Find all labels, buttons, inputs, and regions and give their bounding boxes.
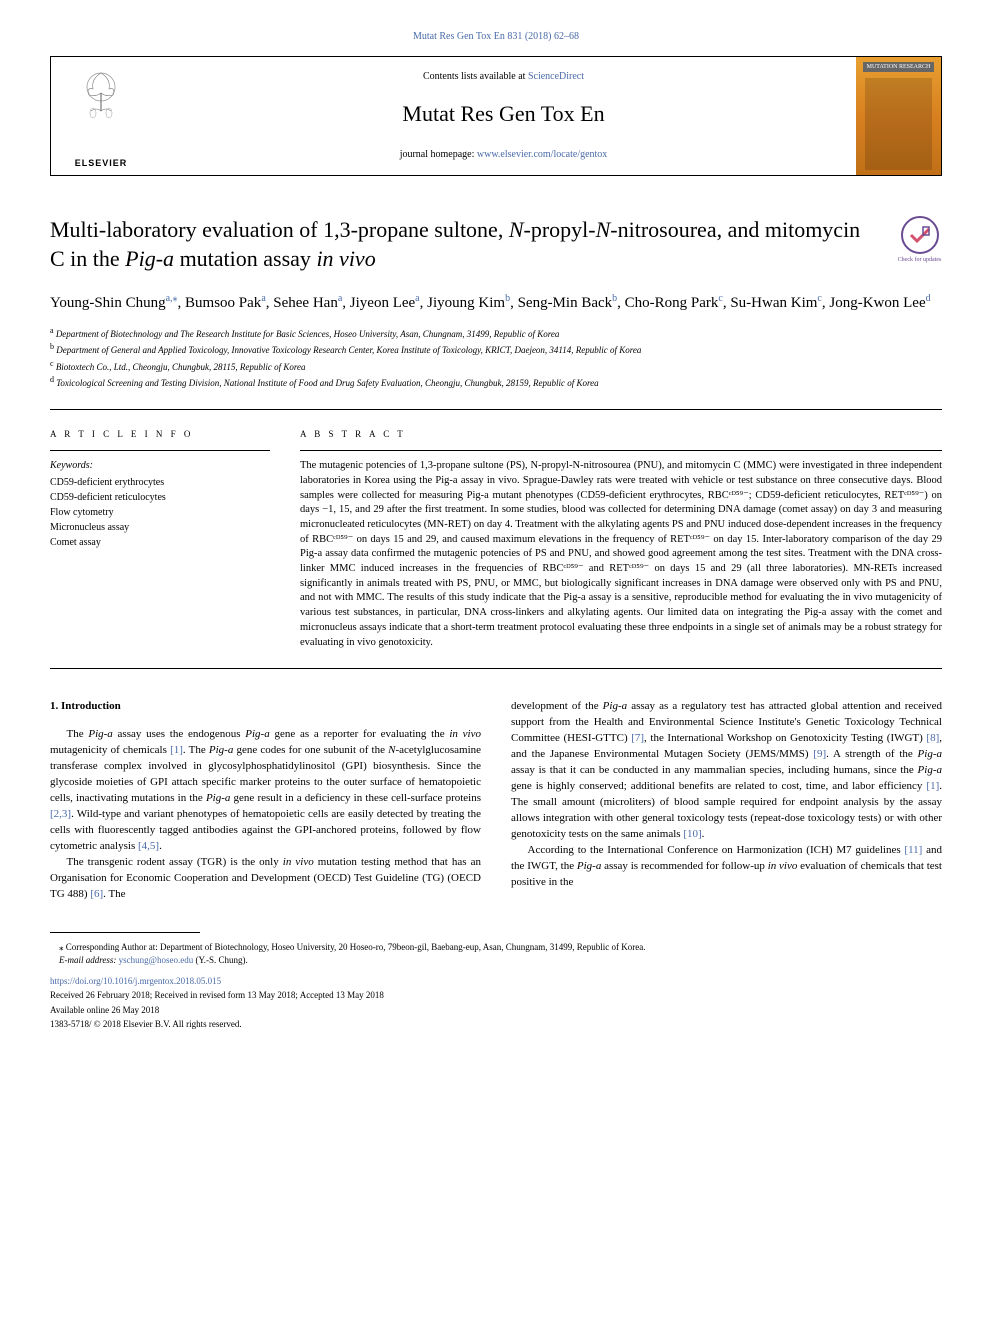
- author-name: , Su-Hwan Kim: [723, 295, 818, 311]
- right-column: development of the Pig-a assay as a regu…: [511, 699, 942, 902]
- body-paragraph: The transgenic rodent assay (TGR) is the…: [50, 855, 481, 903]
- author-affil-sup: d: [926, 293, 931, 304]
- check-updates-label: Check for updates: [897, 256, 942, 264]
- keyword-item: Comet assay: [50, 535, 270, 550]
- elsevier-tree-icon: [66, 62, 136, 132]
- homepage-link[interactable]: www.elsevier.com/locate/gentox: [477, 149, 607, 160]
- journal-homepage: journal homepage: www.elsevier.com/locat…: [400, 148, 608, 162]
- author-name: , Cho-Rong Park: [617, 295, 718, 311]
- journal-header-box: ELSEVIER Contents lists available at Sci…: [50, 56, 942, 176]
- citation-link[interactable]: [11]: [904, 844, 922, 856]
- author-name: , Jong-Kwon Lee: [822, 295, 926, 311]
- title-text: mutation assay: [174, 246, 316, 271]
- citation-link[interactable]: [2,3]: [50, 808, 71, 820]
- check-updates-badge[interactable]: Check for updates: [897, 216, 942, 264]
- divider: [50, 409, 942, 410]
- title-text: Multi-laboratory evaluation of 1,3-propa…: [50, 217, 509, 242]
- elsevier-label: ELSEVIER: [75, 157, 128, 170]
- citation-link[interactable]: [9]: [813, 748, 826, 760]
- title-italic: in vivo: [316, 246, 375, 271]
- abstract-section: A B S T R A C T The mutagenic potencies …: [300, 428, 942, 651]
- corresponding-author-note: ⁎ Corresponding Author at: Department of…: [50, 941, 942, 966]
- divider: [50, 668, 942, 669]
- citation-link[interactable]: [7]: [631, 732, 644, 744]
- author-name: , Bumsoo Pak: [178, 295, 262, 311]
- crossmark-icon: [901, 216, 939, 254]
- doi-link[interactable]: https://doi.org/10.1016/j.mrgentox.2018.…: [50, 975, 942, 988]
- email-suffix: (Y.-S. Chung).: [193, 955, 248, 965]
- body-paragraph: development of the Pig-a assay as a regu…: [511, 699, 942, 842]
- article-info-sidebar: A R T I C L E I N F O Keywords: CD59-def…: [50, 428, 270, 651]
- affiliation-text: Department of Biotechnology and The Rese…: [56, 329, 560, 339]
- sciencedirect-link[interactable]: ScienceDirect: [528, 71, 584, 82]
- citation-link[interactable]: [1]: [926, 780, 939, 792]
- section-heading: 1. Introduction: [50, 699, 481, 715]
- keyword-item: Flow cytometry: [50, 505, 270, 520]
- author-name: , Jiyoung Kim: [420, 295, 505, 311]
- body-paragraph: The Pig-a assay uses the endogenous Pig-…: [50, 727, 481, 855]
- keyword-item: Micronucleus assay: [50, 520, 270, 535]
- left-column: 1. Introduction The Pig-a assay uses the…: [50, 699, 481, 902]
- footer-divider: [50, 932, 200, 933]
- title-text: -propyl-: [524, 217, 596, 242]
- publisher-logo-area: ELSEVIER: [51, 57, 151, 175]
- copyright: 1383-5718/ © 2018 Elsevier B.V. All righ…: [50, 1018, 942, 1031]
- title-italic: Pig-a: [125, 246, 174, 271]
- article-title: Multi-laboratory evaluation of 1,3-propa…: [50, 216, 877, 273]
- keyword-item: CD59-deficient erythrocytes: [50, 475, 270, 490]
- article-dates: Received 26 February 2018; Received in r…: [50, 989, 942, 1002]
- title-italic: N: [509, 217, 524, 242]
- header-center: Contents lists available at ScienceDirec…: [151, 57, 856, 175]
- citation-link[interactable]: [4,5]: [138, 840, 159, 852]
- author-name: , Jiyeon Lee: [342, 295, 415, 311]
- affiliations: a Department of Biotechnology and The Re…: [50, 325, 942, 391]
- journal-cover-thumbnail: MUTATION RESEARCH: [856, 57, 941, 175]
- keywords-label: Keywords:: [50, 459, 270, 473]
- author-name: , Seng-Min Back: [510, 295, 612, 311]
- cover-title: MUTATION RESEARCH: [863, 62, 935, 72]
- author-name: Young-Shin Chung: [50, 295, 166, 311]
- email-link[interactable]: yschung@hoseo.edu: [119, 955, 194, 965]
- email-label: E-mail address:: [59, 955, 119, 965]
- keyword-item: CD59-deficient reticulocytes: [50, 490, 270, 505]
- citation-link[interactable]: [1]: [170, 744, 183, 756]
- body-paragraph: According to the International Conferenc…: [511, 843, 942, 891]
- contents-label: Contents lists available at: [423, 71, 528, 82]
- body-two-columns: 1. Introduction The Pig-a assay uses the…: [50, 699, 942, 902]
- article-info-label: A R T I C L E I N F O: [50, 428, 270, 441]
- homepage-label: journal homepage:: [400, 149, 477, 160]
- author-list: Young-Shin Chunga,⁎, Bumsoo Paka, Sehee …: [50, 291, 942, 315]
- keywords-list: CD59-deficient erythrocytes CD59-deficie…: [50, 475, 270, 550]
- contents-available: Contents lists available at ScienceDirec…: [423, 70, 584, 84]
- corr-author-text: ⁎ Corresponding Author at: Department of…: [50, 941, 942, 954]
- affiliation-text: Department of General and Applied Toxico…: [56, 345, 641, 355]
- abstract-label: A B S T R A C T: [300, 428, 942, 441]
- affiliation-text: Toxicological Screening and Testing Divi…: [56, 378, 598, 388]
- citation-link[interactable]: [6]: [90, 888, 103, 900]
- available-online: Available online 26 May 2018: [50, 1004, 942, 1017]
- journal-name: Mutat Res Gen Tox En: [402, 99, 604, 130]
- title-italic: N: [596, 217, 611, 242]
- abstract-text: The mutagenic potencies of 1,3-propane s…: [300, 459, 942, 650]
- author-name: , Sehee Han: [266, 295, 338, 311]
- affiliation-text: Biotoxtech Co., Ltd., Cheongju, Chungbuk…: [56, 362, 306, 372]
- citation-link[interactable]: [8]: [926, 732, 939, 744]
- author-affil-sup: a,: [166, 293, 173, 304]
- citation-link[interactable]: [10]: [683, 828, 701, 840]
- running-head: Mutat Res Gen Tox En 831 (2018) 62–68: [50, 30, 942, 44]
